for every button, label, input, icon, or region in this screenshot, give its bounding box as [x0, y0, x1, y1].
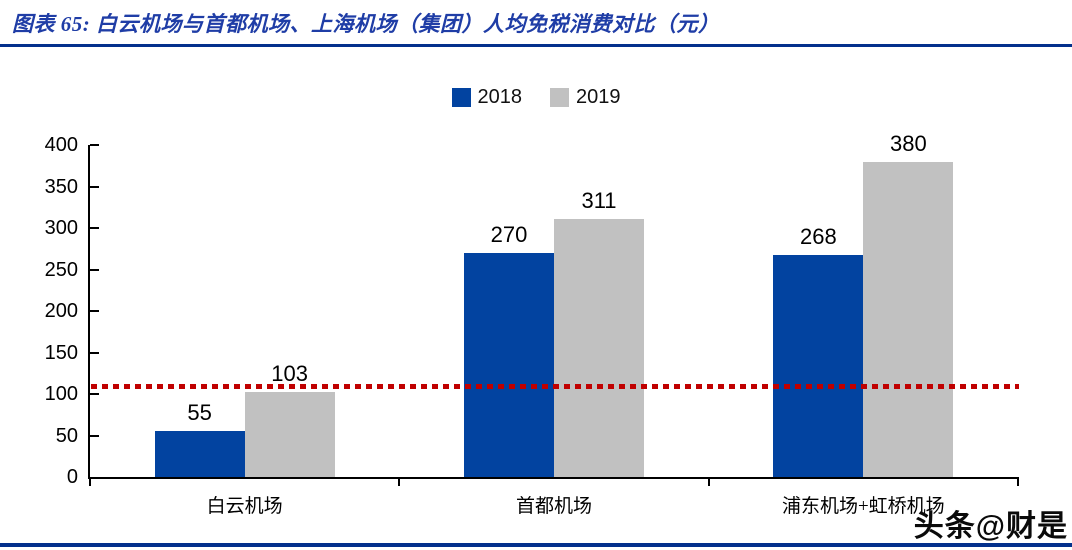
y-axis-tick-label: 0	[66, 466, 78, 488]
legend-swatch-2018	[451, 88, 471, 107]
bar-value-label: 103	[271, 361, 309, 386]
x-axis-tick	[89, 477, 91, 486]
bar-value-label: 311	[581, 188, 617, 213]
bar-chart-plot-area: 0 50 100 150 200 250 300 350 400 55 103 白云机场 270 311 首…	[45, 132, 1019, 517]
x-axis-category-label: 白云机场	[206, 496, 283, 517]
bar-2018	[773, 255, 864, 477]
bar-value-label: 270	[490, 222, 528, 247]
reference-dotted-line	[91, 383, 1019, 389]
legend-item-2018: 2018	[451, 86, 523, 109]
watermark-text: 头条@财是	[913, 510, 1068, 543]
legend-label-2019: 2019	[576, 86, 621, 108]
title-divider-line	[0, 44, 1072, 47]
y-axis-tick	[90, 434, 99, 437]
y-axis-tick-label: 350	[44, 175, 78, 198]
y-axis-tick	[90, 185, 99, 188]
y-axis-tick	[90, 310, 99, 312]
y-axis-tick-label: 200	[44, 300, 78, 322]
bar-2019	[244, 392, 335, 477]
x-axis-tick	[707, 477, 710, 486]
x-axis-category-label: 浦东机场+虹桥机场	[781, 496, 945, 517]
bar-value-label: 268	[799, 224, 837, 249]
y-axis-tick-label: 150	[44, 341, 78, 364]
chart-legend: 2018 2019	[0, 86, 1072, 109]
x-axis-category-label: 首都机场	[515, 496, 592, 517]
y-axis-tick-label: 100	[44, 383, 78, 405]
y-axis-tick	[90, 227, 99, 229]
y-axis-tick-label: 50	[55, 424, 78, 447]
legend-item-2019: 2019	[550, 86, 621, 109]
x-axis-tick	[398, 477, 401, 486]
y-axis-tick	[90, 268, 99, 271]
bar-2019	[554, 219, 644, 477]
figure-title: 图表 65: 白云机场与首都机场、上海机场（集团）人均免税消费对比（元）	[12, 12, 720, 36]
bottom-divider-line	[0, 543, 1072, 547]
y-axis-tick	[90, 144, 99, 146]
bar-value-label: 55	[187, 400, 212, 425]
y-axis-tick-label: 400	[44, 134, 78, 156]
bar-2018	[154, 431, 245, 477]
y-axis-tick	[90, 351, 99, 354]
legend-label-2018: 2018	[477, 86, 523, 108]
bar-2019	[863, 162, 954, 477]
bar-2018	[464, 253, 554, 477]
y-axis-tick-label: 250	[44, 258, 78, 281]
x-axis-tick	[1017, 477, 1019, 486]
bar-value-label: 380	[889, 131, 927, 156]
legend-swatch-2019	[550, 88, 569, 107]
y-axis-tick-label: 300	[44, 217, 78, 239]
y-axis-tick	[90, 393, 99, 395]
